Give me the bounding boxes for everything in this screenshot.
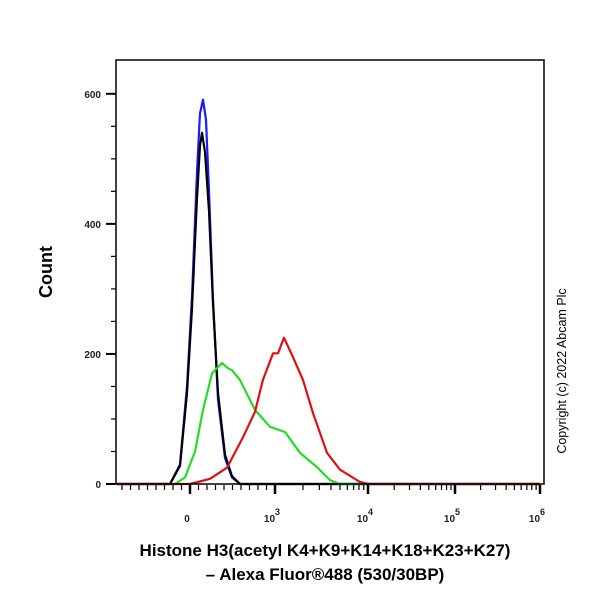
series-line-1 (117, 131, 540, 486)
histogram-curves (117, 98, 540, 486)
y-tick-label: 600 (84, 90, 101, 101)
x-tick-label: 106 (529, 507, 545, 525)
series-line-0 (117, 98, 540, 486)
series-line-2 (117, 361, 540, 486)
x-tick-label: 103 (264, 507, 280, 525)
plot-frame (115, 59, 545, 485)
y-axis-label: Count (36, 246, 56, 298)
x-axis-label-line-2: – Alexa Fluor®488 (530/30BP) (206, 565, 445, 584)
y-axis: 0 200 400 600 (84, 90, 116, 491)
y-tick-label: 400 (84, 220, 101, 231)
copyright-text: Copyright (c) 2022 Abcam Plc (555, 288, 569, 453)
y-tick-label: 0 (95, 480, 101, 491)
x-axis: 0 103 104 105 106 (121, 485, 545, 525)
y-tick-label: 200 (84, 350, 101, 361)
x-tick-label: 104 (357, 507, 373, 525)
x-tick-label: 105 (444, 507, 460, 525)
series-line-3 (117, 336, 540, 486)
x-tick-label: 0 (184, 514, 190, 525)
x-axis-label-line-1: Histone H3(acetyl K4+K9+K14+K18+K23+K27) (140, 541, 511, 560)
